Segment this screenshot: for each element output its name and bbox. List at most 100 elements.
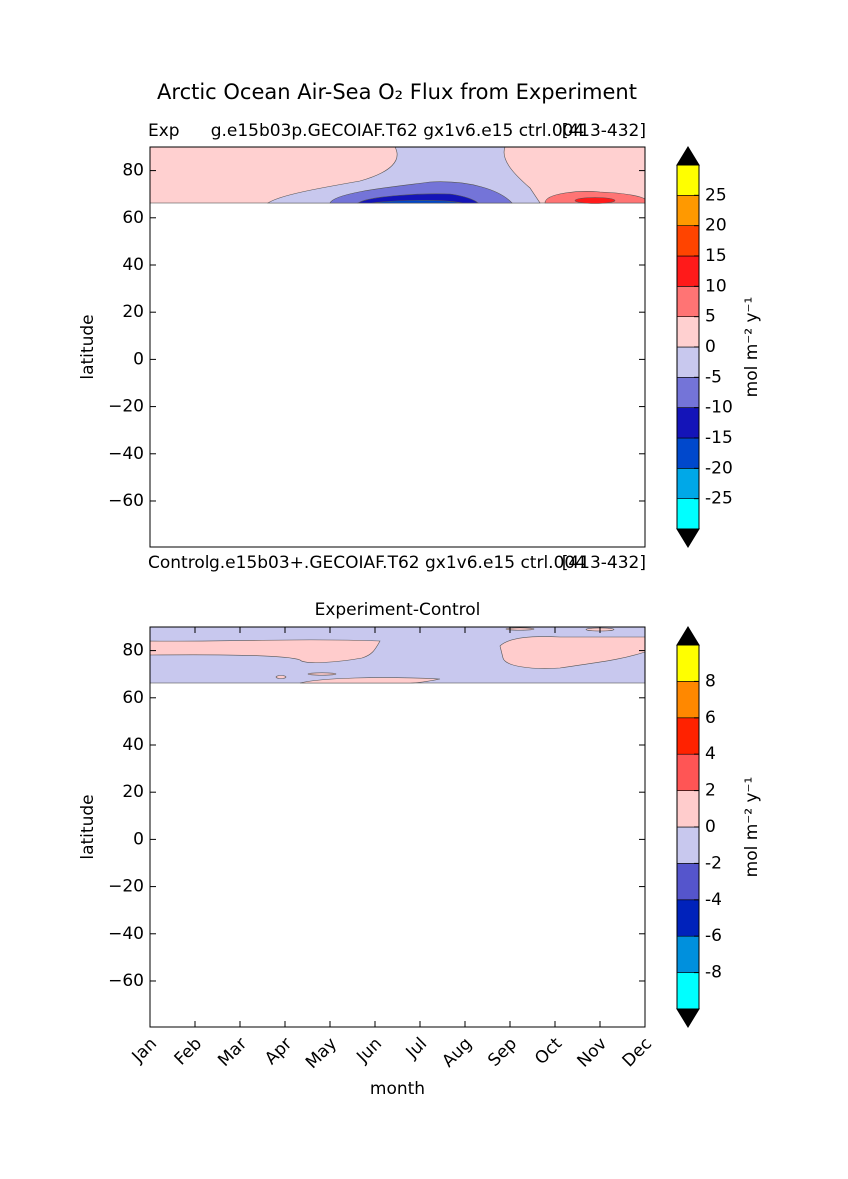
colorbar-band bbox=[676, 717, 700, 755]
colorbar-tick-label: 20 bbox=[705, 216, 727, 236]
y-tick-label: −20 bbox=[108, 397, 144, 417]
x-tick-label: Apr bbox=[261, 1034, 296, 1069]
colorbar-extend-bottom bbox=[676, 1008, 700, 1028]
colorbar-band bbox=[676, 195, 700, 226]
y-tick-label: −60 bbox=[108, 971, 144, 991]
x-tick-label: Dec bbox=[619, 1034, 656, 1071]
colorbar-band bbox=[676, 437, 700, 469]
colorbar-label: mol m⁻² y⁻¹ bbox=[742, 777, 762, 878]
panel-0-field bbox=[149, 146, 646, 204]
colorbar-band bbox=[676, 225, 700, 257]
colorbar-tick-label: -5 bbox=[705, 367, 722, 387]
panel-caption-left: Control bbox=[148, 553, 209, 573]
x-tick-label: May bbox=[302, 1034, 341, 1073]
x-tick-label: Mar bbox=[214, 1034, 251, 1071]
contour-region bbox=[149, 639, 381, 663]
y-tick-label: 0 bbox=[133, 349, 144, 369]
y-tick-label: 40 bbox=[122, 735, 144, 755]
x-tick-label: Nov bbox=[573, 1034, 611, 1072]
contour-region bbox=[275, 675, 287, 679]
contour-region bbox=[505, 627, 535, 631]
colorbar-tick-label: 10 bbox=[705, 276, 727, 296]
colorbar-band bbox=[676, 377, 700, 408]
colorbar-tick-label: -4 bbox=[705, 890, 722, 910]
y-tick-label: 80 bbox=[122, 641, 144, 661]
x-axis-label: month bbox=[370, 1079, 425, 1099]
colorbar-tick-label: -8 bbox=[705, 963, 722, 983]
contour-region bbox=[574, 197, 616, 204]
colorbar-tick-label: -25 bbox=[705, 489, 733, 509]
colorbar-band bbox=[676, 316, 700, 348]
colorbar-tick-label: 15 bbox=[705, 246, 727, 266]
x-tick-label: Jan bbox=[128, 1034, 161, 1067]
contour-region bbox=[356, 193, 479, 204]
colorbar-tick-label: 25 bbox=[705, 185, 727, 205]
colorbar-band bbox=[676, 826, 700, 864]
colorbar-extend-bottom bbox=[676, 528, 700, 548]
plot-frame bbox=[149, 626, 646, 1028]
colorbar-band bbox=[676, 164, 700, 196]
colorbar-band bbox=[676, 346, 700, 378]
y-tick-label: 0 bbox=[133, 829, 144, 849]
colorbar-tick-label: 2 bbox=[705, 781, 716, 801]
panel-title-right: [413-432] bbox=[562, 121, 646, 141]
panel-title-center: g.e15b03p.GECOIAF.T62 gx1v6.e15 ctrl.004 bbox=[211, 121, 585, 141]
colorbar-tick-label: -2 bbox=[705, 853, 722, 873]
contour-region bbox=[307, 672, 337, 676]
colorbar-band bbox=[676, 790, 700, 828]
panel-title-left: Exp bbox=[148, 121, 180, 141]
colorbar-tick-label: -6 bbox=[705, 926, 722, 946]
colorbar-tick-label: 5 bbox=[705, 307, 716, 327]
colorbar-tick-label: -10 bbox=[705, 398, 733, 418]
y-axis-label: latitude bbox=[78, 794, 98, 859]
colorbar-extend-top bbox=[676, 626, 700, 646]
colorbar-tick-label: 0 bbox=[705, 337, 716, 357]
y-axis-label: latitude bbox=[78, 314, 98, 379]
y-tick-label: 60 bbox=[122, 688, 144, 708]
colorbar-tick-label: 6 bbox=[705, 708, 716, 728]
colorbar-band bbox=[676, 407, 700, 439]
colorbar-band bbox=[676, 899, 700, 937]
y-tick-label: −40 bbox=[108, 444, 144, 464]
colorbar-tick-label: 8 bbox=[705, 671, 716, 691]
colorbar-band bbox=[676, 935, 700, 973]
y-tick-label: 40 bbox=[122, 255, 144, 275]
colorbar-tick-label: -15 bbox=[705, 428, 733, 448]
panel-title: Experiment-Control bbox=[315, 600, 481, 620]
colorbar-extend-top bbox=[676, 146, 700, 166]
colorbar-band bbox=[676, 498, 700, 530]
y-tick-label: 60 bbox=[122, 208, 144, 228]
colorbar-band bbox=[676, 972, 700, 1010]
x-tick-label: Jul bbox=[402, 1034, 431, 1063]
y-tick-label: −60 bbox=[108, 491, 144, 511]
x-tick-label: Jun bbox=[352, 1034, 386, 1068]
x-tick-label: Oct bbox=[531, 1034, 566, 1069]
colorbar-band bbox=[676, 863, 700, 901]
colorbar-band bbox=[676, 681, 700, 719]
contour-region bbox=[499, 636, 646, 669]
y-tick-label: −40 bbox=[108, 924, 144, 944]
x-tick-label: Aug bbox=[438, 1034, 476, 1072]
colorbar-band bbox=[676, 286, 700, 317]
colorbar-band bbox=[676, 753, 700, 791]
y-tick-label: −20 bbox=[108, 877, 144, 897]
colorbar-label: mol m⁻² y⁻¹ bbox=[742, 297, 762, 398]
x-tick-label: Feb bbox=[171, 1034, 206, 1069]
contour-region bbox=[371, 200, 463, 204]
plot-frame bbox=[149, 146, 646, 548]
colorbar-band bbox=[676, 644, 700, 682]
colorbar-band bbox=[676, 255, 700, 287]
colorbar-band bbox=[676, 468, 700, 499]
y-tick-label: 80 bbox=[122, 161, 144, 181]
panel-caption-right: [413-432] bbox=[562, 553, 646, 573]
figure-title: Arctic Ocean Air-Sea O₂ Flux from Experi… bbox=[157, 80, 637, 104]
x-tick-label: Sep bbox=[484, 1034, 521, 1071]
panel-1-field bbox=[149, 626, 646, 684]
contour-region bbox=[299, 677, 441, 684]
colorbar-tick-label: -20 bbox=[705, 458, 733, 478]
colorbar-tick-label: 4 bbox=[705, 744, 716, 764]
panel-caption-center: g.e15b03+.GECOIAF.T62 gx1v6.e15 ctrl.004 bbox=[209, 553, 586, 573]
colorbar-tick-label: 0 bbox=[705, 817, 716, 837]
y-tick-label: 20 bbox=[122, 782, 144, 802]
